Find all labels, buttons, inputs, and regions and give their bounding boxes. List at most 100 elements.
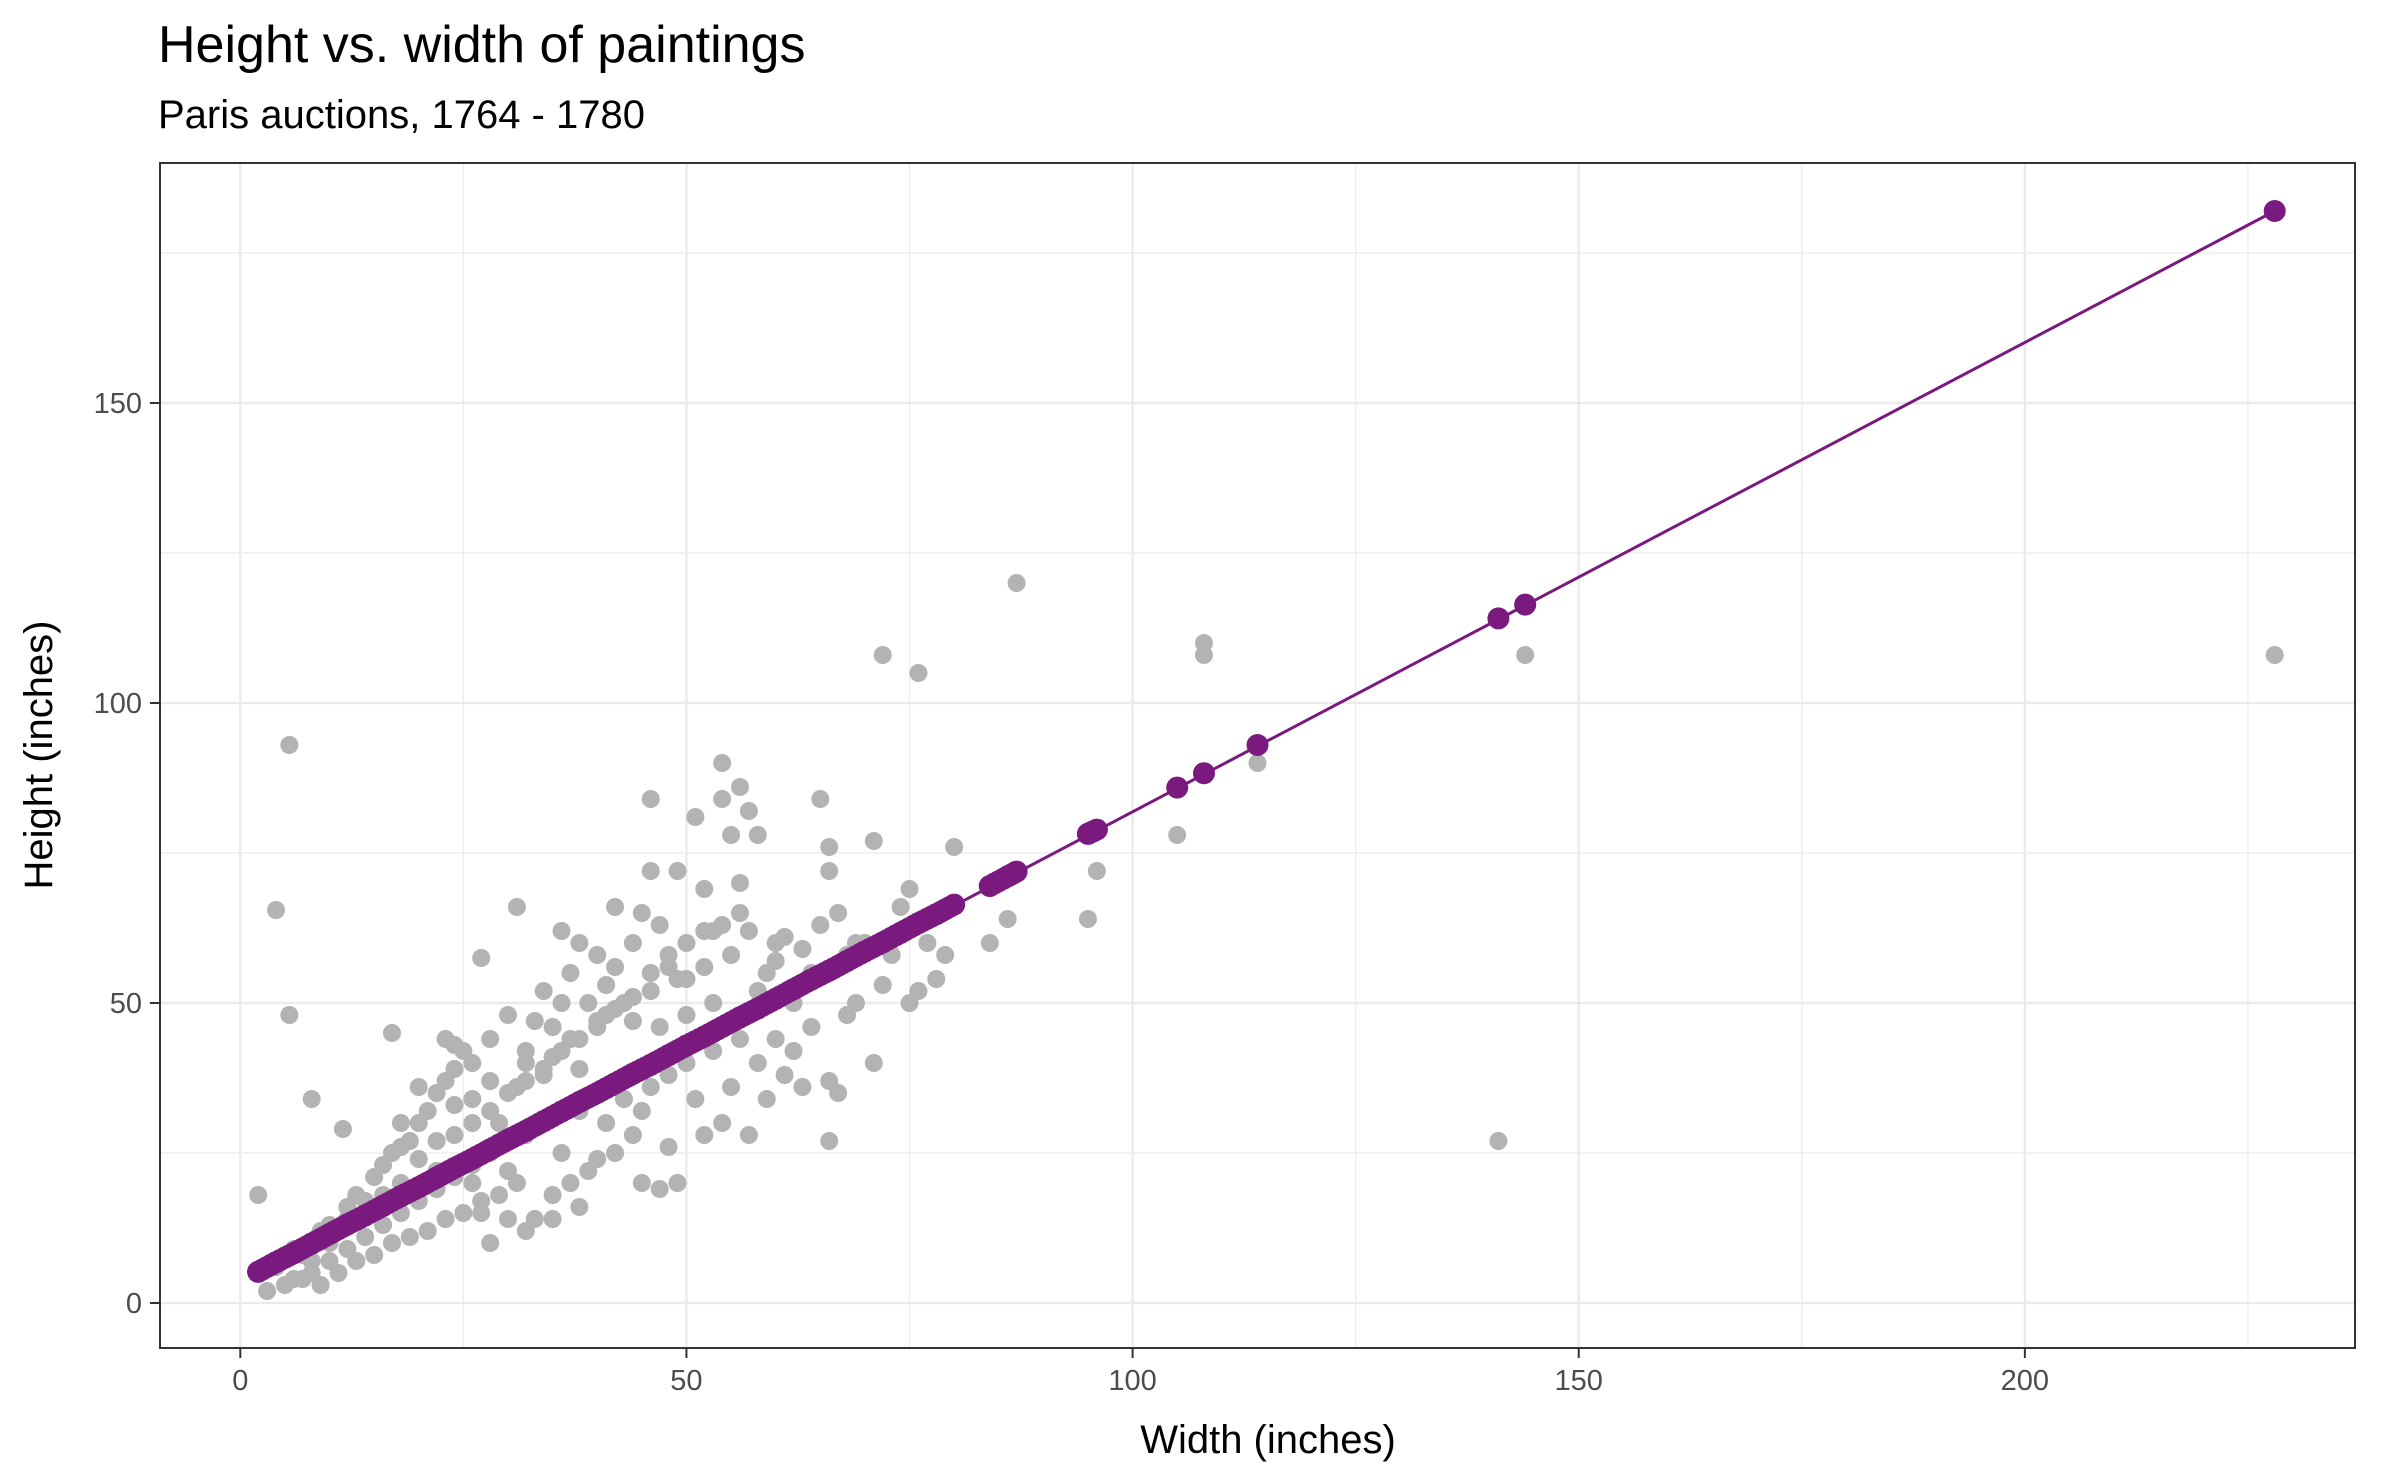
scatter-point [391,1114,410,1132]
scatter-point [570,1060,589,1078]
scatter-point [400,1132,419,1150]
scatter-point [623,988,642,1006]
scatter-point [445,1096,464,1114]
fit-point [1005,860,1028,883]
scatter-point [2265,646,2284,664]
fit-point [675,1034,698,1057]
scatter-point [1168,826,1187,844]
scatter-point [409,1150,428,1168]
scatter-point [400,1228,419,1246]
scatter-point [829,904,848,922]
scatter-points [249,574,2284,1300]
x-tick-label: 100 [1108,1365,1156,1397]
fit-point [1166,776,1189,799]
fit-point [1514,593,1537,616]
scatter-point [552,1144,571,1162]
scatter-point [1248,754,1267,772]
x-tick-label: 200 [2001,1365,2049,1397]
chart-subtitle: Paris auctions, 1764 - 1780 [158,93,645,137]
fit-point [728,1006,751,1029]
scatter-point [739,802,758,820]
minor-gridlines [160,163,2355,1348]
scatter-point [481,1234,500,1252]
scatter-point [891,898,910,916]
fit-point [264,1251,287,1274]
scatter-point [365,1246,384,1264]
scatter-point [632,904,651,922]
scatter-point [1007,574,1026,592]
fit-point [853,940,876,963]
scatter-point [543,1186,562,1204]
scatter-point [418,1222,437,1240]
scatter-point [606,958,625,976]
scatter-point [534,982,553,1000]
scatter-point [597,976,616,994]
scatter-point [909,982,928,1000]
scatter-point [677,934,696,952]
scatter-point [722,946,741,964]
scatter-point [1489,1132,1508,1150]
fit-point [586,1082,609,1104]
scatter-point [266,901,285,919]
fit-point [1487,607,1510,630]
fit-point [532,1110,555,1133]
scatter-point [864,832,883,850]
scatter-point [650,1180,669,1198]
scatter-point [409,1078,428,1096]
fit-point [782,978,805,1001]
fit-point [247,1260,270,1283]
scatter-point [534,1060,553,1078]
scatter-point [980,934,999,952]
fit-point [425,1166,448,1189]
scatter-point [258,1282,277,1300]
fit-point [604,1072,627,1095]
scatter-point [775,928,794,946]
scatter-point [418,1102,437,1120]
fit-point [836,950,859,972]
scatter-point [945,838,964,856]
scatter-point [623,1012,642,1030]
plot-border [159,162,2356,1349]
fit-point [1085,818,1108,841]
scatter-point [704,994,723,1012]
fit-point [568,1091,591,1113]
fit-point [479,1138,502,1161]
fit-point [711,1016,734,1038]
scatter-point [864,1054,883,1072]
scatter-point [730,904,749,922]
fit-point [550,1100,573,1123]
scatter-point [579,994,598,1012]
scatter-point [659,1066,678,1084]
x-tick-label: 150 [1555,1365,1603,1397]
scatter-point [472,1204,491,1222]
scatter-point [516,1072,535,1090]
scatter-point [463,1174,482,1192]
scatter-point [481,1072,500,1090]
fit-point [2263,200,2286,222]
scatter-point [525,1210,544,1228]
scatter-point [552,922,571,940]
scatter-point [632,1102,651,1120]
scatter-point [472,949,491,967]
fit-point [943,893,966,916]
scatter-point [775,1066,794,1084]
scatter-point [543,1210,562,1228]
fit-point [889,921,912,944]
fit-point [318,1223,341,1245]
y-axis-label: Height (inches) [17,620,61,889]
fit-point [514,1119,537,1142]
fit-point [1192,762,1215,785]
fit-point [372,1194,395,1217]
scatter-point [846,994,865,1012]
scatter-point [356,1228,375,1246]
scatter-point [436,1210,455,1228]
x-axis-label: Width (inches) [1140,1418,1396,1462]
scatter-point [1516,646,1535,664]
scatter-point [873,646,892,664]
scatter-point [713,754,732,772]
scatter-point [445,1036,464,1054]
scatter-point [641,862,660,880]
scatter-point [632,1174,651,1192]
scatter-point [900,880,919,898]
